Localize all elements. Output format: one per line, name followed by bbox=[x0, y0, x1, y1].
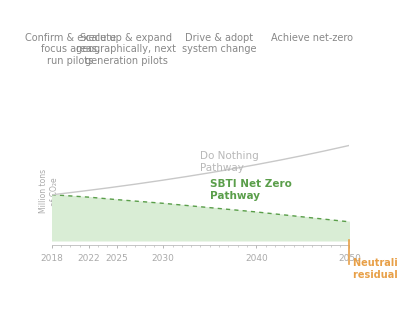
Text: Drive & adopt
system change: Drive & adopt system change bbox=[182, 33, 256, 54]
Text: Scale up & expand
geographically, next
generation pilots: Scale up & expand geographically, next g… bbox=[76, 33, 176, 66]
Text: SBTI Net Zero
Pathway: SBTI Net Zero Pathway bbox=[210, 179, 292, 201]
Text: Do Nothing
Pathway: Do Nothing Pathway bbox=[200, 151, 259, 173]
Text: Achieve net-zero: Achieve net-zero bbox=[271, 33, 353, 43]
Text: Neutralization of
residual CO₂ emissions: Neutralization of residual CO₂ emissions bbox=[353, 258, 397, 280]
Y-axis label: Million tons
of CO₂e: Million tons of CO₂e bbox=[39, 169, 58, 213]
Text: Confirm & execute
focus areas,
run pilots: Confirm & execute focus areas, run pilot… bbox=[25, 33, 116, 66]
